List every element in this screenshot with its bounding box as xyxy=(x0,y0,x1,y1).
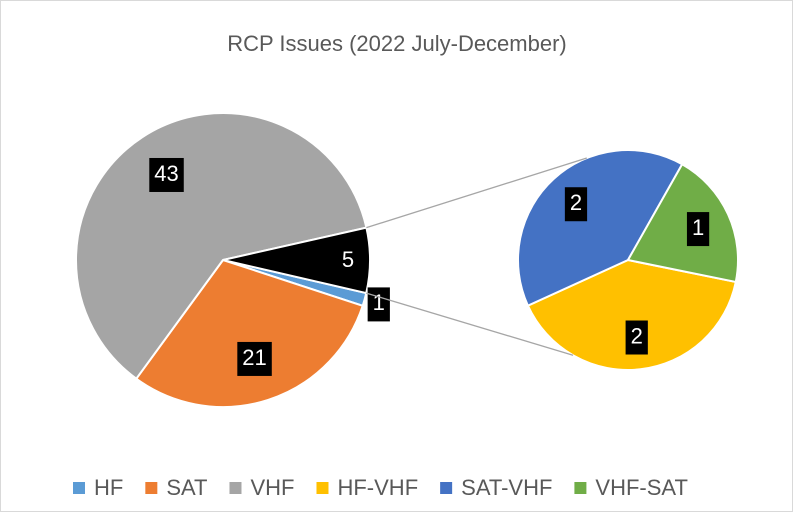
legend-swatch xyxy=(440,482,453,494)
data-label: 1 xyxy=(373,290,385,315)
data-label-box xyxy=(237,341,272,376)
data-label: 21 xyxy=(242,345,266,370)
data-label-box xyxy=(367,287,390,322)
legend-label: SAT-VHF xyxy=(461,475,552,500)
legend-label: HF-VHF xyxy=(337,475,418,500)
data-label: 43 xyxy=(154,161,178,186)
data-label-box xyxy=(149,157,184,192)
legend-label: VHF xyxy=(250,475,294,500)
legend-swatch xyxy=(574,482,587,494)
pie-slice xyxy=(222,226,371,295)
pie-slice xyxy=(517,149,684,307)
data-label-box xyxy=(564,187,588,222)
data-label: 2 xyxy=(631,323,643,348)
data-label: 1 xyxy=(692,215,704,240)
legend-swatch xyxy=(316,482,329,494)
pie-slice xyxy=(75,112,368,381)
connector-line xyxy=(366,292,574,356)
legend-swatch xyxy=(145,482,158,494)
data-label: 2 xyxy=(570,190,582,215)
legend-swatch xyxy=(229,482,242,494)
chart-title: RCP Issues (2022 July-December) xyxy=(227,31,567,56)
legend-label: VHF-SAT xyxy=(595,475,687,500)
data-label: 5 xyxy=(342,247,354,272)
data-label-box xyxy=(336,244,360,279)
legend-swatch xyxy=(73,482,85,494)
legend-label: SAT xyxy=(166,475,207,500)
pie-slice xyxy=(526,258,737,371)
connector-line xyxy=(366,157,587,229)
pie-slice xyxy=(134,258,364,408)
legend-label: HF xyxy=(94,475,123,500)
pie-slice xyxy=(626,162,739,284)
data-label-box xyxy=(625,320,648,355)
data-label-box xyxy=(686,212,710,247)
